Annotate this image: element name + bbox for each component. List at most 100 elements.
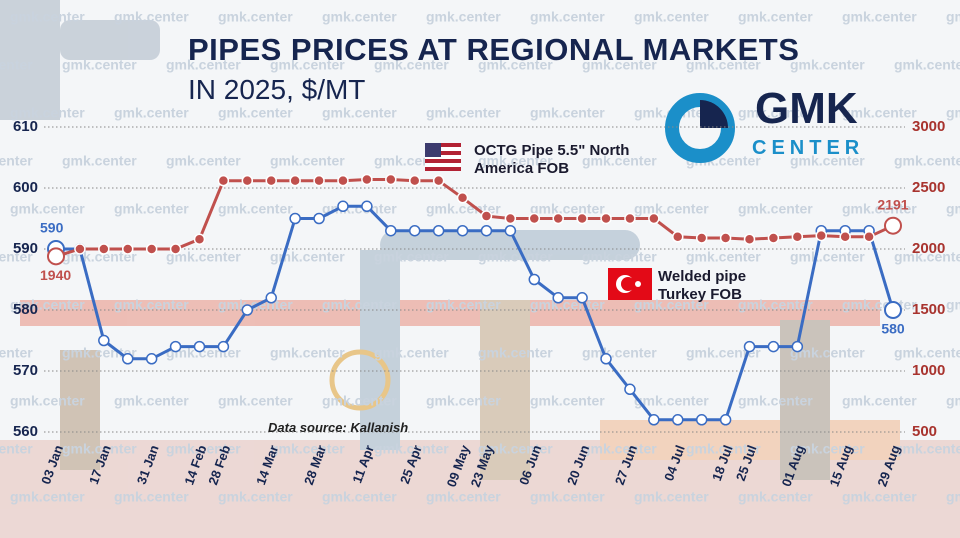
data-label: 1940 (40, 267, 71, 283)
watermark: gmk.center (10, 9, 85, 25)
data-point (408, 174, 421, 187)
y-tick-label: 600 (13, 179, 38, 196)
data-point (385, 224, 397, 237)
watermark: gmk.center (582, 57, 657, 73)
data-point (767, 340, 780, 353)
watermark: gmk.center (374, 345, 449, 361)
data-point (504, 212, 517, 225)
watermark: gmk.center (894, 345, 960, 361)
data-point (456, 192, 469, 204)
watermark: gmk.center (686, 249, 761, 265)
data-point (552, 212, 564, 225)
legend-entry: OCTG Pipe 5.5" North America FOB (474, 142, 630, 177)
watermark: gmk.center (322, 201, 397, 217)
watermark: gmk.center (478, 57, 553, 73)
data-point (432, 174, 445, 187)
data-point (576, 212, 588, 225)
data-label: 2191 (877, 196, 908, 212)
legend-entry: Welded pipe Turkey FOB (658, 268, 747, 303)
subtitle: IN 2025, $/MT (188, 74, 366, 105)
watermark: gmk.center (946, 489, 960, 505)
data-point (863, 231, 875, 243)
data-point (767, 232, 780, 244)
data-label: 590 (40, 220, 64, 236)
watermark: gmk.center (530, 393, 605, 409)
watermark: gmk.center (166, 153, 241, 169)
watermark: gmk.center (322, 393, 397, 409)
data-point (480, 210, 493, 222)
data-point (145, 243, 158, 255)
watermark: gmk.center (686, 57, 761, 73)
data-point (169, 243, 182, 255)
watermark: gmk.center (218, 105, 293, 121)
data-point (576, 292, 588, 304)
watermark: gmk.center (530, 9, 605, 25)
watermark: gmk.center (62, 57, 137, 73)
data-point (289, 174, 301, 187)
watermark: gmk.center (10, 201, 85, 217)
data-point (265, 292, 277, 304)
data-point (791, 231, 804, 243)
data-point (552, 292, 564, 304)
watermark: gmk.center (842, 9, 917, 25)
annotation: Data source: Kallanish (268, 420, 409, 435)
watermark: gmk.center (218, 489, 293, 505)
data-point (289, 212, 301, 225)
watermark: gmk.center (634, 393, 709, 409)
watermark: gmk.center (374, 57, 449, 73)
data-point (145, 353, 158, 365)
y2-tick-label: 2000 (912, 240, 945, 257)
data-point (121, 243, 134, 255)
watermark: gmk.center (946, 297, 960, 313)
data-point (719, 232, 732, 244)
watermark: gmk.center (582, 249, 657, 265)
watermark: gmk.center (790, 249, 865, 265)
data-point (432, 224, 445, 237)
y-tick-label: 570 (13, 362, 38, 379)
data-point (480, 224, 493, 237)
watermark: gmk.center (426, 489, 501, 505)
data-point (337, 200, 349, 213)
watermark: gmk.center (582, 441, 657, 457)
data-point (839, 231, 851, 243)
logo-mark (665, 93, 735, 163)
watermark: gmk.center (10, 489, 85, 505)
data-label: 580 (881, 321, 905, 337)
watermark: gmk.center (842, 105, 917, 121)
data-point (313, 212, 325, 225)
data-point (648, 414, 660, 426)
watermark: gmk.center (686, 441, 761, 457)
title: PIPES PRICES AT REGIONAL MARKETS (188, 32, 800, 67)
watermark: gmk.center (842, 393, 917, 409)
watermark: gmk.center (946, 201, 960, 217)
y-tick-label: 610 (13, 118, 38, 135)
watermark: gmk.center (0, 441, 33, 457)
data-point (672, 414, 684, 426)
watermark: gmk.center (790, 345, 865, 361)
watermark: gmk.center (270, 153, 345, 169)
watermark: gmk.center (634, 201, 709, 217)
watermark: gmk.center (322, 105, 397, 121)
y2-tick-label: 1000 (912, 362, 945, 379)
watermark: gmk.center (0, 153, 33, 169)
data-point (624, 383, 636, 396)
data-point (743, 233, 756, 245)
watermark: gmk.center (322, 9, 397, 25)
data-point (672, 231, 684, 243)
logo-text: GMK (755, 84, 858, 133)
watermark: gmk.center (374, 441, 449, 457)
data-point (884, 301, 902, 319)
watermark: gmk.center (738, 297, 813, 313)
watermark: gmk.center (738, 9, 813, 25)
watermark: gmk.center (686, 345, 761, 361)
watermark: gmk.center (738, 105, 813, 121)
data-point (695, 414, 708, 426)
watermark: gmk.center (426, 105, 501, 121)
watermark: gmk.center (0, 57, 33, 73)
watermark: gmk.center (114, 489, 189, 505)
watermark: gmk.center (478, 249, 553, 265)
data-point (884, 216, 902, 235)
watermark: gmk.center (270, 249, 345, 265)
watermark: gmk.center (790, 153, 865, 169)
